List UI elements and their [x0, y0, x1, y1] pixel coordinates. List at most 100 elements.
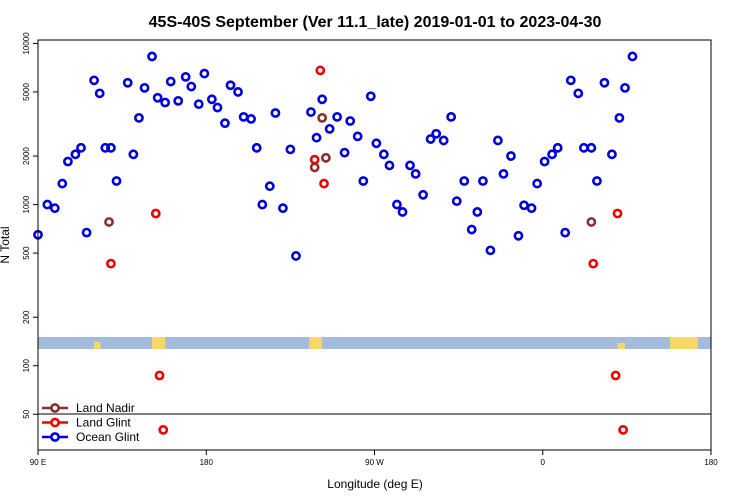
ocean-glint-point	[478, 176, 488, 186]
ocean-glint-point	[405, 160, 415, 171]
land-glint-point	[588, 258, 599, 269]
ocean-glint-point	[560, 227, 571, 238]
ocean-glint-point	[526, 203, 537, 214]
ocean-glint-point	[573, 88, 584, 99]
ocean-glint-point	[165, 76, 176, 87]
y-tick-label: 2000	[22, 147, 31, 165]
ocean-glint-point	[607, 149, 617, 160]
ocean-glint-point	[446, 111, 457, 122]
ocean-glint-point	[578, 142, 589, 153]
ocean-glint-point	[552, 142, 563, 153]
ocean-glint-point	[418, 189, 429, 200]
land-nadir-point	[309, 162, 320, 173]
x-tick-label: 180	[200, 458, 214, 467]
ocean-glint-point	[466, 224, 477, 235]
ocean-glint-point	[397, 207, 408, 217]
land-glint-point	[315, 65, 326, 76]
ocean-glint-point	[246, 114, 257, 124]
y-axis: 50 100 200 500 1000 2000 5000 10000	[22, 32, 38, 419]
land-glint-point	[154, 370, 165, 381]
ocean-glint-point	[547, 149, 557, 160]
ocean-glint-point	[365, 91, 376, 102]
legend-marker-ocean-glint	[50, 432, 60, 442]
x-tick-label: 90 E	[30, 458, 46, 467]
x-tick-label: 90 W	[365, 458, 384, 467]
ocean-glint-point	[70, 149, 81, 160]
ocean-glint-point	[180, 71, 191, 82]
map-strip	[38, 337, 711, 349]
ocean-glint-point	[306, 107, 316, 117]
ocean-glint-point	[199, 68, 210, 79]
ocean-glint-point	[63, 156, 73, 167]
y-tick-label: 10000	[22, 32, 31, 55]
ocean-glint-point	[317, 94, 328, 105]
ocean-glint-point	[264, 181, 275, 192]
ocean-glint-point	[257, 199, 268, 210]
ocean-glint-point	[627, 51, 638, 62]
ocean-glint-point	[513, 230, 524, 241]
ocean-glint-point	[378, 149, 389, 160]
ocean-glint-point	[233, 87, 243, 97]
ocean-glint-point	[106, 142, 116, 153]
ocean-glint-point	[311, 132, 322, 143]
ocean-glint-point	[42, 199, 53, 210]
land-glint-point	[158, 424, 169, 435]
ocean-glint-point	[539, 156, 550, 167]
map-land	[152, 337, 166, 349]
x-axis: 90 E 180 90 W 0 180	[30, 450, 718, 467]
ocean-glint-point	[173, 95, 184, 106]
y-tick-label: 50	[22, 409, 31, 418]
ocean-glint-point	[111, 176, 122, 186]
y-tick-label: 1000	[22, 195, 31, 213]
x-axis-label: Longitude (deg E)	[327, 477, 422, 491]
ocean-glint-point	[100, 142, 111, 153]
land-nadir-point	[317, 112, 328, 123]
ocean-glint-point	[599, 77, 610, 88]
chart-title: 45S-40S September (Ver 11.1_late) 2019-0…	[149, 14, 602, 31]
ocean-glint-point	[614, 112, 625, 123]
land-nadir-point	[104, 217, 114, 227]
y-tick-label: 5000	[22, 82, 31, 100]
ocean-glint-point	[532, 178, 543, 189]
ocean-glint-point	[324, 123, 335, 134]
ocean-glint-point	[339, 147, 350, 158]
ocean-glint-point	[238, 111, 249, 122]
ocean-glint-point	[586, 142, 597, 153]
ocean-glint-point	[186, 81, 197, 92]
ocean-glint-point	[139, 82, 150, 93]
ocean-glint-point	[425, 134, 436, 144]
ocean-glint-point	[76, 142, 86, 153]
ocean-glint-point	[128, 149, 139, 160]
ocean-glint-point	[122, 77, 133, 88]
ocean-glint-point	[384, 160, 395, 171]
ocean-glint-point	[220, 118, 230, 129]
ocean-glint-point	[472, 207, 483, 217]
ocean-glint-point	[592, 176, 602, 186]
ocean-glint-point	[206, 94, 217, 105]
land-nadir-point	[586, 217, 597, 227]
ocean-glint-point	[451, 196, 462, 207]
ocean-glint-point	[291, 251, 301, 261]
ocean-glint-point	[506, 151, 516, 161]
ocean-glint-point	[49, 203, 60, 214]
ocean-glint-point	[89, 75, 99, 86]
ocean-glint-point	[485, 245, 496, 256]
ocean-glint-point	[285, 144, 296, 155]
land-glint-point	[319, 178, 329, 189]
ocean-glint-point	[160, 97, 171, 108]
ocean-glint-point	[431, 128, 442, 139]
ocean-glint-point	[332, 111, 343, 122]
map-land	[669, 337, 698, 349]
map-ocean	[38, 337, 711, 349]
ocean-glint-point	[345, 116, 356, 126]
land-glint-point	[309, 154, 320, 165]
land-glint-point	[612, 208, 623, 219]
ocean-glint-point	[410, 169, 421, 179]
land-glint-point	[150, 208, 161, 219]
ocean-glint-point	[352, 131, 363, 142]
ocean-glint-point	[277, 203, 288, 214]
ocean-glint-point	[358, 176, 369, 186]
ocean-glint-point	[94, 88, 105, 99]
y-tick-label: 500	[22, 246, 31, 260]
